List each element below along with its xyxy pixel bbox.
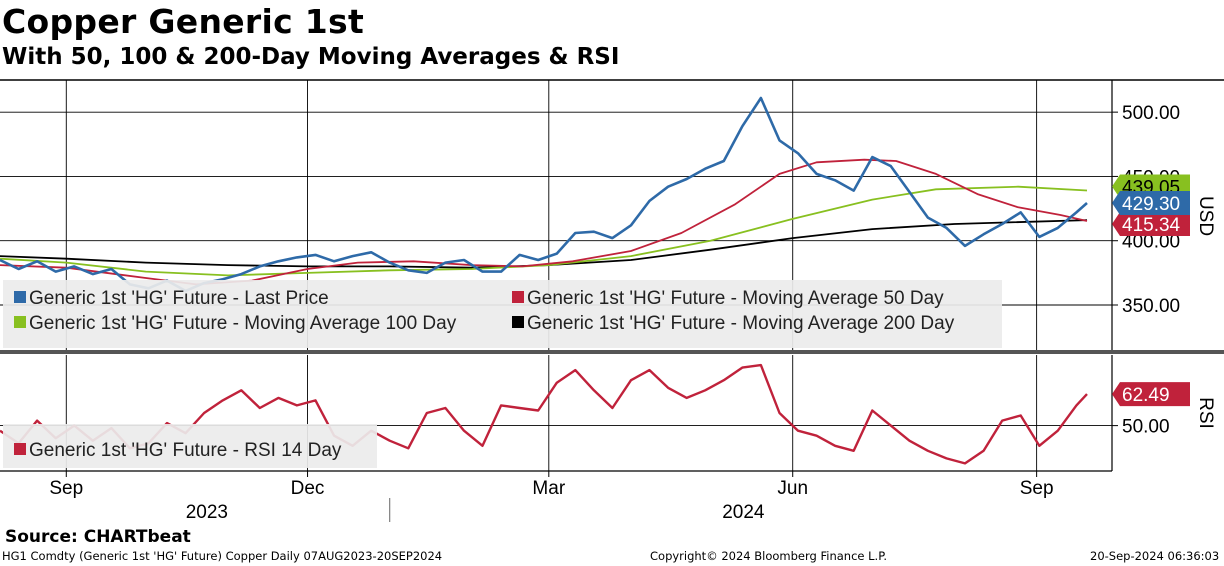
timestamp-label: 20-Sep-2024 06:36:03: [1090, 549, 1220, 563]
ma50-end-value: 415.34: [1122, 215, 1181, 236]
x-tick-label: Jun: [777, 478, 808, 499]
legend-label-ma200: Generic 1st 'HG' Future - Moving Average…: [527, 313, 955, 334]
ticker-description: HG1 Comdty (Generic 1st 'HG' Future) Cop…: [2, 549, 443, 563]
chart-title: Copper Generic 1st: [2, 2, 365, 41]
axes-layer: 500.00450.00400.00350.0050.00439.05415.3…: [49, 103, 1190, 523]
ma50-end-tag: [1112, 211, 1190, 236]
rsi-y-axis-label: RSI: [1195, 397, 1216, 429]
x-tick-label: Sep: [1020, 478, 1054, 499]
series-line-price: [0, 96, 1088, 293]
legend-swatch-ma50: [512, 291, 524, 303]
rsi-legend-box: [3, 424, 377, 468]
legend-layer: Generic 1st 'HG' Future - Last Price Gene…: [3, 280, 1002, 468]
price-tick-label: 350.00: [1122, 296, 1180, 317]
x-tick-label: Mar: [532, 478, 565, 499]
x-tick-label: Sep: [49, 478, 83, 499]
price-legend-box: [3, 280, 1002, 348]
year-label: 2024: [722, 502, 765, 523]
price-tick-label: 400.00: [1122, 232, 1180, 253]
last-price-end-tag: [1112, 191, 1190, 216]
year-label: 2023: [186, 502, 228, 523]
last-price-end-value: 429.30: [1122, 194, 1180, 215]
x-tick-label: Dec: [291, 478, 325, 499]
legend-label-ma100: Generic 1st 'HG' Future - Moving Average…: [29, 313, 457, 334]
legend-swatch-rsi: [14, 443, 26, 455]
series-line-ma100: [0, 185, 1088, 277]
legend-swatch-ma200: [512, 316, 524, 328]
gridlines: [0, 80, 1112, 471]
copyright-label: Copyright© 2024 Bloomberg Finance L.P.: [650, 549, 887, 563]
legend-label-ma50: Generic 1st 'HG' Future - Moving Average…: [527, 288, 944, 309]
legend-label-rsi: Generic 1st 'HG' Future - RSI 14 Day: [29, 440, 342, 461]
chart-subtitle: With 50, 100 & 200-Day Moving Averages &…: [2, 44, 620, 70]
legend-swatch-price: [14, 291, 26, 303]
rsi-end-tag: [1112, 382, 1190, 407]
price-y-axis-label: USD: [1195, 196, 1216, 236]
source-label: Source: CHARTbeat: [5, 527, 191, 547]
series-line-ma200: [0, 219, 1088, 269]
legend-swatch-ma100: [14, 316, 26, 328]
price-tick-label: 500.00: [1122, 103, 1180, 124]
rsi-tick-label: 50.00: [1122, 417, 1170, 438]
legend-label-price: Generic 1st 'HG' Future - Last Price: [29, 288, 329, 309]
rsi-end-value: 62.49: [1122, 385, 1170, 406]
